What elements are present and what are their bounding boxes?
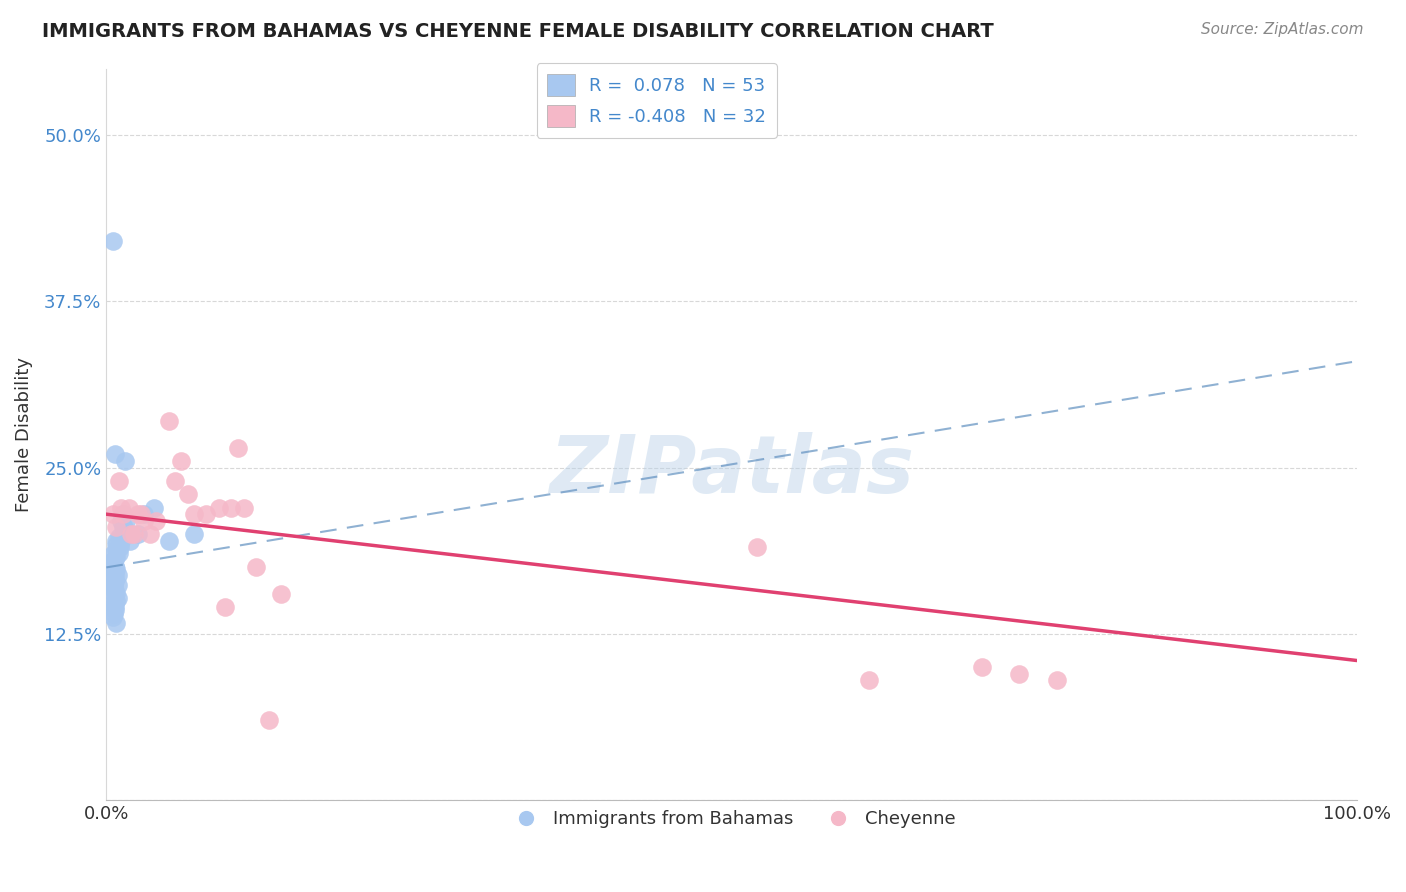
Point (108, 546, 131, 560)
Point (105, 520, 128, 534)
Point (101, 557, 124, 571)
Point (110, 500, 132, 515)
Point (142, 500, 165, 515)
Point (132, 507, 155, 521)
Point (183, 527, 205, 541)
Point (101, 235, 124, 249)
Point (1046, 673, 1069, 688)
Point (120, 533, 142, 548)
Point (104, 551, 127, 566)
Point (221, 500, 243, 515)
Point (245, 560, 267, 574)
Point (108, 541, 131, 555)
Point (139, 527, 162, 541)
Point (103, 576, 125, 591)
Point (107, 577, 129, 591)
Point (132, 514, 155, 528)
Point (112, 527, 135, 541)
Point (103, 582, 125, 597)
Point (110, 514, 132, 528)
Point (104, 447, 127, 461)
Point (131, 507, 153, 521)
Point (104, 559, 127, 574)
Point (970, 660, 993, 674)
Point (270, 587, 292, 601)
Point (183, 507, 205, 521)
Text: IMMIGRANTS FROM BAHAMAS VS CHEYENNE FEMALE DISABILITY CORRELATION CHART: IMMIGRANTS FROM BAHAMAS VS CHEYENNE FEMA… (42, 22, 994, 41)
Point (105, 616, 128, 631)
Point (176, 487, 198, 501)
Point (103, 598, 125, 612)
Point (105, 549, 128, 564)
Point (105, 538, 128, 552)
Point (111, 507, 134, 521)
Point (101, 554, 124, 568)
Text: Source: ZipAtlas.com: Source: ZipAtlas.com (1201, 22, 1364, 37)
Point (145, 514, 167, 528)
Point (195, 507, 218, 521)
Point (257, 714, 280, 728)
Point (110, 533, 132, 548)
Point (103, 607, 125, 621)
Point (745, 541, 768, 555)
Point (105, 562, 128, 576)
Point (127, 527, 149, 541)
Point (107, 591, 129, 605)
Point (118, 527, 141, 541)
Point (165, 474, 187, 488)
Point (1008, 666, 1031, 681)
Point (103, 565, 125, 579)
Point (101, 507, 124, 521)
Point (105, 585, 128, 599)
Point (101, 570, 124, 584)
Point (103, 579, 125, 593)
Point (104, 600, 127, 615)
Point (105, 533, 128, 548)
Point (101, 596, 124, 610)
Point (127, 507, 149, 521)
Point (101, 580, 124, 594)
Point (111, 520, 134, 534)
Point (101, 609, 124, 624)
Point (118, 500, 141, 515)
Point (104, 603, 127, 617)
Point (104, 574, 127, 588)
Point (226, 441, 249, 455)
Point (122, 527, 145, 541)
Point (157, 533, 180, 548)
Point (112, 520, 135, 534)
Point (120, 527, 142, 541)
Point (157, 414, 180, 428)
Point (101, 547, 124, 561)
Point (104, 567, 127, 582)
Point (108, 530, 131, 544)
Point (101, 560, 124, 574)
Y-axis label: Female Disability: Female Disability (15, 357, 32, 512)
Point (208, 500, 231, 515)
Point (111, 507, 134, 521)
Point (214, 600, 236, 615)
Point (115, 514, 138, 528)
Point (170, 454, 193, 468)
Point (232, 500, 254, 515)
Legend: Immigrants from Bahamas, Cheyenne: Immigrants from Bahamas, Cheyenne (501, 803, 963, 835)
Point (105, 543, 128, 558)
Point (105, 593, 128, 607)
Point (103, 587, 125, 601)
Point (858, 673, 880, 688)
Text: ZIPatlas: ZIPatlas (550, 432, 914, 510)
Point (114, 454, 136, 468)
Point (107, 568, 129, 582)
Point (104, 573, 127, 587)
Point (108, 474, 131, 488)
